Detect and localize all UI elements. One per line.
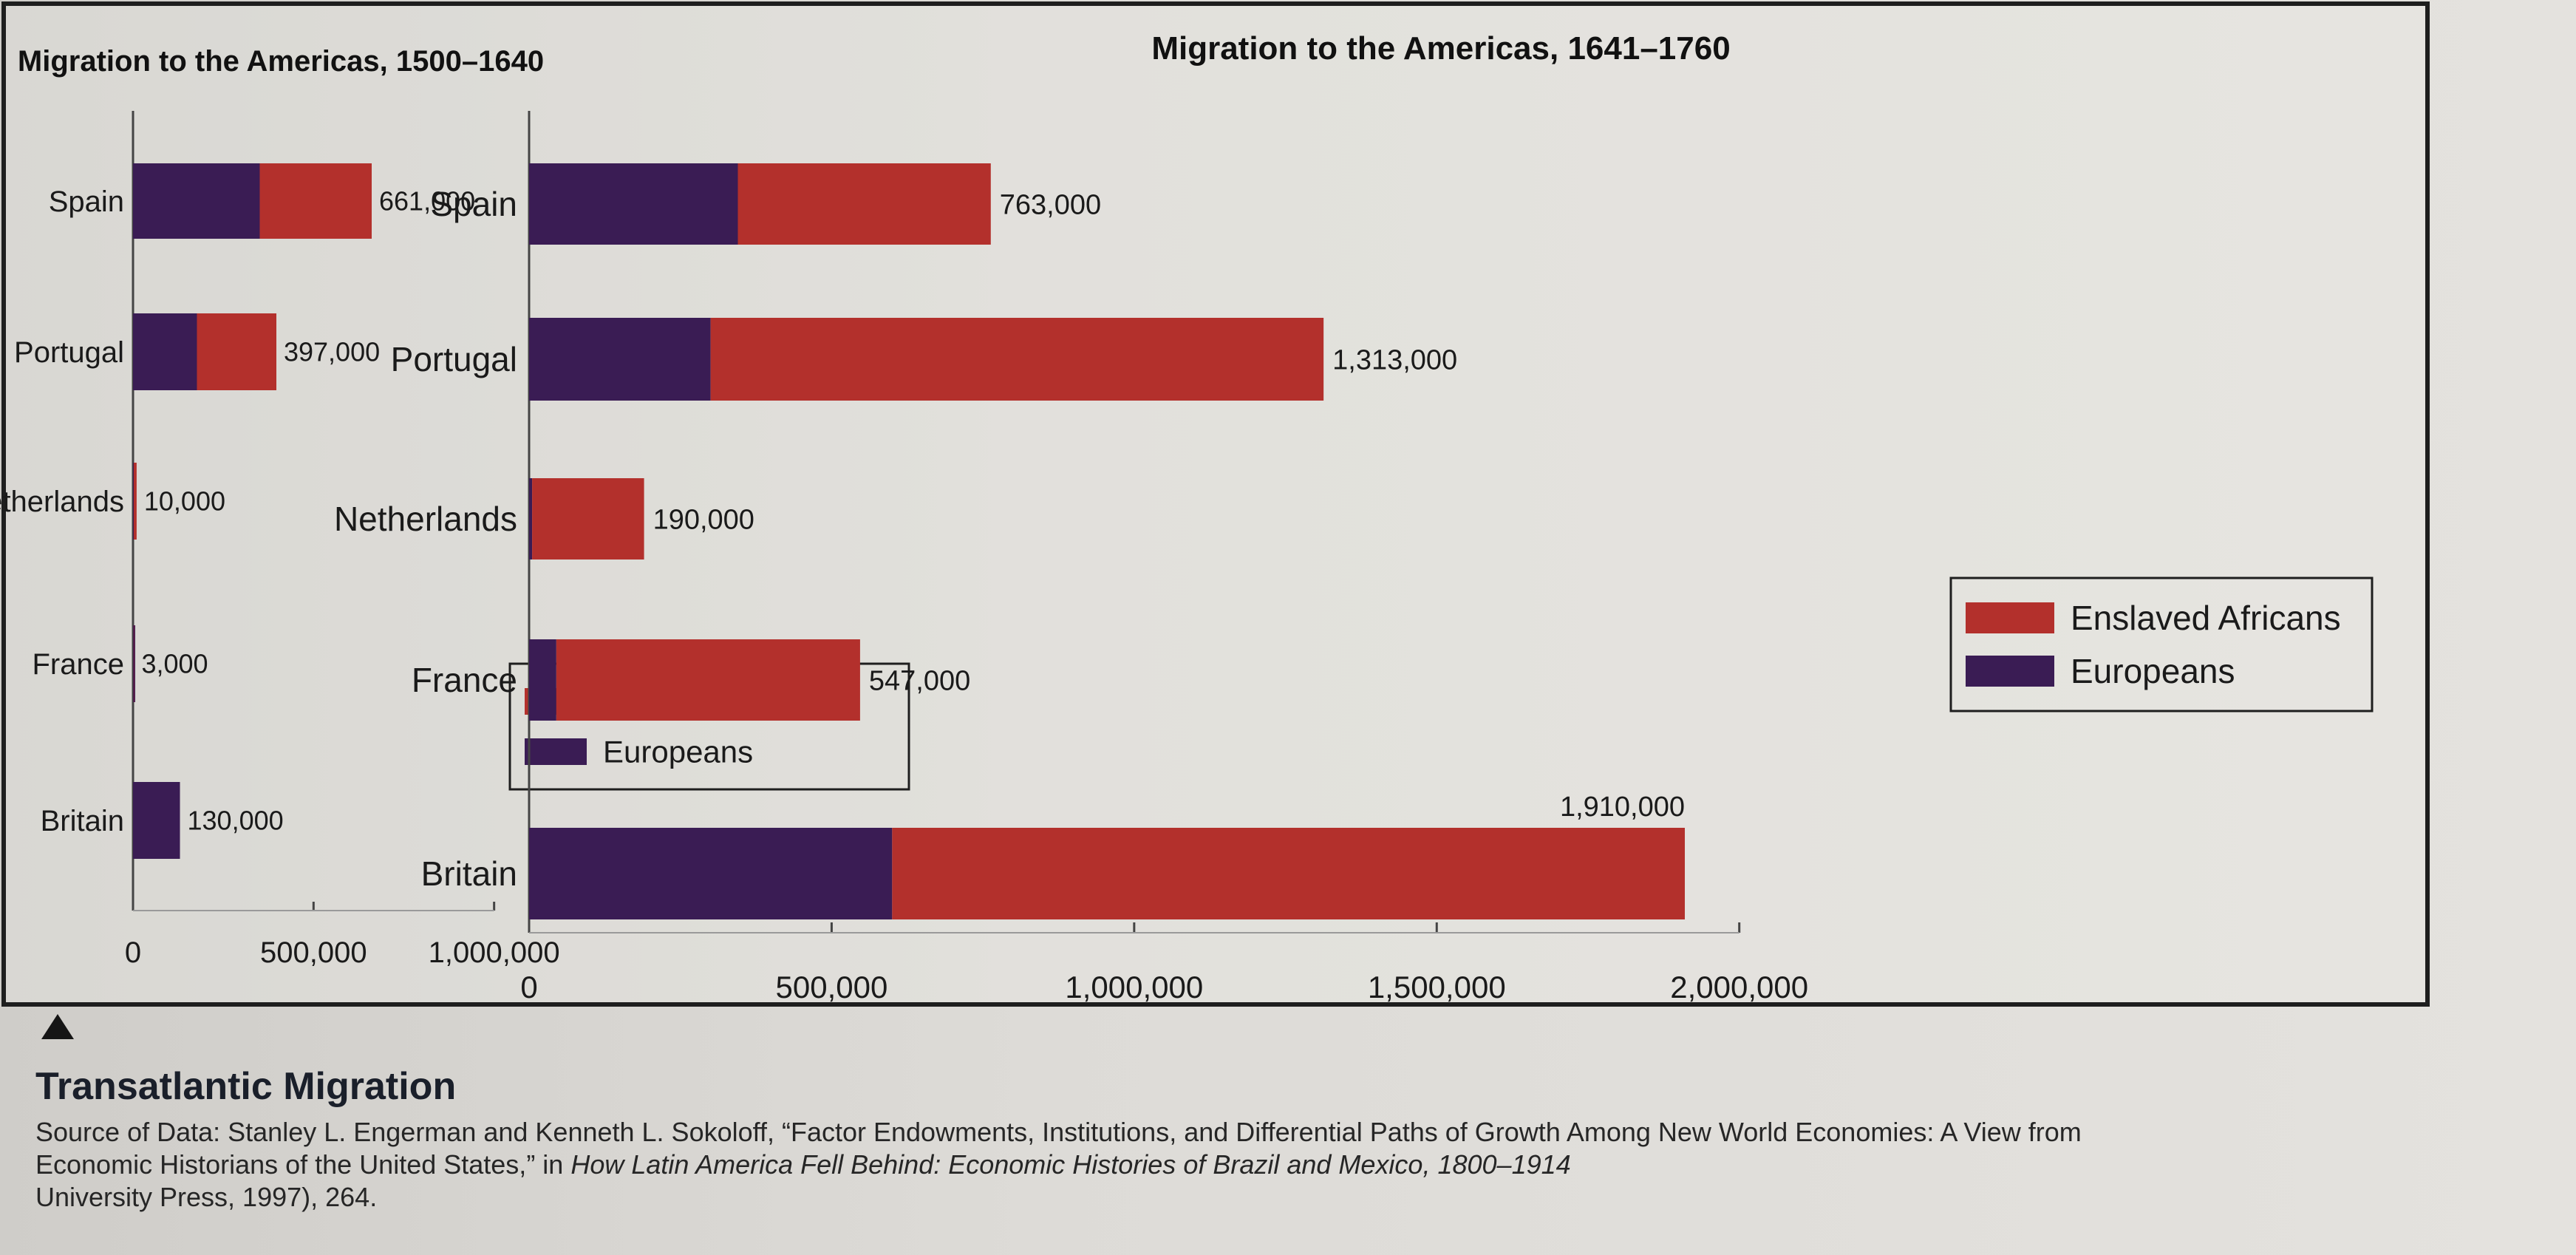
bar-total-label: 1,313,000 (1332, 344, 1457, 375)
bar-total-label: 1,910,000 (1560, 792, 1685, 823)
legend-label: Europeans (2071, 652, 2235, 690)
x-tick-label: 2,000,000 (1670, 970, 1808, 1004)
legend-swatch-europeans (525, 738, 587, 765)
chart-legend: Enslaved Africans Europeans (1949, 577, 2374, 712)
x-tick-label: 500,000 (776, 970, 888, 1004)
source-line-2-prefix: Economic Historians of the United States… (35, 1149, 571, 1180)
figure-marker-icon (41, 1014, 74, 1039)
bar-enslaved-africans-spain (259, 163, 372, 239)
bar-total-label: 3,000 (141, 649, 208, 679)
bar-enslaved-africans-spain (737, 163, 991, 245)
bar-enslaved-africans-france (556, 639, 860, 721)
category-label: Portugal (391, 340, 517, 378)
source-line-3: University Press, 1997), 264. (35, 1182, 378, 1212)
source-line-1: Source of Data: Stanley L. Engerman and … (35, 1117, 2082, 1147)
bar-enslaved-africans-netherlands (532, 478, 644, 560)
bar-total-label: 397,000 (284, 337, 380, 367)
chart-title: Migration to the Americas, 1500–1640 (18, 45, 544, 78)
bar-enslaved-africans-britain (892, 828, 1685, 919)
x-tick-label: 0 (520, 970, 537, 1004)
bar-europeans-france (133, 625, 135, 702)
category-label: Britain (421, 854, 517, 893)
bar-enslaved-africans-portugal (710, 318, 1324, 401)
bar-enslaved-africans-netherlands (133, 463, 137, 540)
bar-europeans-spain (529, 163, 738, 245)
bar-total-label: 763,000 (1000, 189, 1101, 220)
bar-total-label: 661,000 (379, 186, 475, 217)
category-label: France (33, 648, 125, 681)
legend-label: Europeans (603, 735, 753, 769)
bar-europeans-spain (133, 163, 260, 239)
source-book-title: How Latin America Fell Behind: Economic … (570, 1149, 1571, 1180)
legend-label: Enslaved Africans (2071, 599, 2341, 637)
bar-europeans-britain (529, 828, 893, 919)
chart-title: Migration to the Americas, 1641–1760 (1151, 30, 1730, 67)
bar-europeans-portugal (133, 313, 197, 390)
legend-swatch-europeans (1966, 656, 2054, 687)
source-line-2: Economic Historians of the United States… (35, 1149, 2496, 1181)
bar-total-label: 547,000 (869, 665, 970, 696)
category-label: Netherlands (334, 500, 517, 538)
bar-europeans-france (529, 639, 556, 721)
bar-total-label: 10,000 (144, 486, 225, 517)
category-label: Spain (49, 186, 124, 218)
figure-caption-title: Transatlantic Migration (35, 1065, 457, 1108)
chart-1641-1760: Migration to the Americas, 1641–1760 0 500… (334, 30, 2374, 1004)
category-label: Netherlands (0, 486, 124, 518)
bar-total-label: 130,000 (188, 806, 284, 836)
category-label: Portugal (14, 336, 124, 369)
x-tick-label: 1,500,000 (1368, 970, 1506, 1004)
bar-europeans-britain (133, 782, 180, 859)
x-tick-label: 500,000 (260, 936, 367, 969)
bar-europeans-netherlands (529, 478, 533, 560)
category-label: France (412, 661, 517, 699)
x-tick-label: 0 (125, 936, 141, 969)
source-citation: Source of Data: Stanley L. Engerman and … (35, 1116, 2496, 1214)
bar-total-label: 190,000 (653, 504, 754, 535)
category-label: Britain (41, 805, 124, 837)
x-tick-label: 1,000,000 (1065, 970, 1203, 1004)
bar-enslaved-africans-portugal (197, 313, 276, 390)
bar-europeans-portugal (529, 318, 711, 401)
x-tick-label: 1,000,000 (429, 936, 560, 969)
category-label: Spain (430, 185, 517, 223)
legend-frame (1949, 577, 2374, 712)
legend-swatch-enslaved-africans (1966, 602, 2054, 633)
